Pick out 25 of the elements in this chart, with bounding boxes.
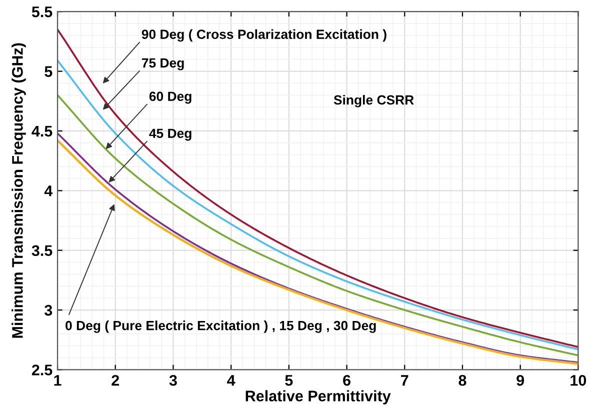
annotation: 60 Deg <box>149 92 192 104</box>
x-tick-label: 4 <box>227 375 236 386</box>
annotation: 45 Deg <box>149 128 192 141</box>
x-tick-label: 8 <box>458 374 466 386</box>
x-tick-label: 1 <box>54 375 62 386</box>
x-tick-label: 2 <box>112 374 120 386</box>
x-tick-label: 10 <box>570 374 586 386</box>
x-tick-label: 5 <box>285 375 293 386</box>
y-tick-label: 5 <box>44 66 52 77</box>
annotation: 90 Deg ( Cross Polarization Excitation ) <box>142 29 386 42</box>
annotation: 0 Deg ( Pure Electric Excitation ) , 15 Deg , 30 Deg <box>66 320 376 333</box>
x-axis-title: Relative Permittivity <box>246 390 391 404</box>
y-tick-label: 4 <box>44 186 53 196</box>
y-tick-label: 5.5 <box>32 6 52 18</box>
x-tick-label: 7 <box>401 375 408 386</box>
y-tick-label: 4.5 <box>32 126 52 137</box>
x-tick-label: 9 <box>516 374 524 386</box>
y-axis-title: Minimum Transmission Frequency (GHz) <box>12 43 26 338</box>
annotation: Single CSRR <box>334 94 414 108</box>
y-tick-label: 3 <box>44 304 52 316</box>
y-tick-label: 3.5 <box>32 245 52 256</box>
x-tick-label: 6 <box>343 374 350 386</box>
x-tick-label: 3 <box>169 374 177 386</box>
y-tick-label: 2.5 <box>32 364 52 376</box>
annotation: 75 Deg <box>142 58 184 70</box>
